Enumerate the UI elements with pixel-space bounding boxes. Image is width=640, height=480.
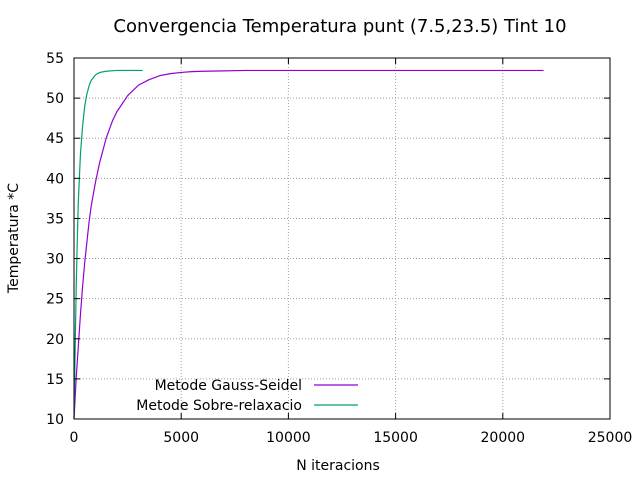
x-tick-label: 5000: [163, 430, 199, 446]
series-layer: [73, 69, 544, 420]
plot-frame: [73, 57, 611, 420]
y-tick-label: 50: [46, 91, 64, 107]
y-tick-label: 15: [46, 372, 64, 388]
x-tick-label: 25000: [588, 430, 633, 446]
legend: Metode Gauss-Seidel Metode Sobre-relaxac…: [136, 378, 358, 414]
y-tick-label: 55: [46, 51, 64, 67]
x-tick-label: 20000: [481, 430, 526, 446]
legend-label-sobre-relaxacio: Metode Sobre-relaxacio: [136, 398, 302, 414]
y-tick-label: 25: [46, 292, 64, 308]
x-axis-label: N iteracions: [296, 458, 380, 474]
y-tick-label: 35: [46, 211, 64, 227]
y-tick-label: 20: [46, 332, 64, 348]
x-tick-label: 0: [70, 430, 79, 446]
y-tick-label: 40: [46, 171, 64, 187]
grid-lines: [74, 58, 610, 419]
chart-title: Convergencia Temperatura punt (7.5,23.5)…: [113, 16, 566, 37]
axis-ticks: 10 15 20 25 30 35 40 45 50 55 0 5000 10000 15000 20000…: [46, 51, 632, 446]
y-tick-label: 10: [46, 412, 64, 428]
x-tick-label: 15000: [373, 430, 418, 446]
x-tick-label: 10000: [266, 430, 311, 446]
series-line-gauss-seidel: [73, 69, 544, 420]
y-tick-label: 45: [46, 131, 64, 147]
y-tick-label: 30: [46, 252, 64, 268]
series-line-sobre-relaxacio: [73, 69, 143, 420]
legend-label-gauss-seidel: Metode Gauss-Seidel: [155, 378, 302, 394]
y-axis-label: Temperatura *C: [6, 183, 22, 294]
